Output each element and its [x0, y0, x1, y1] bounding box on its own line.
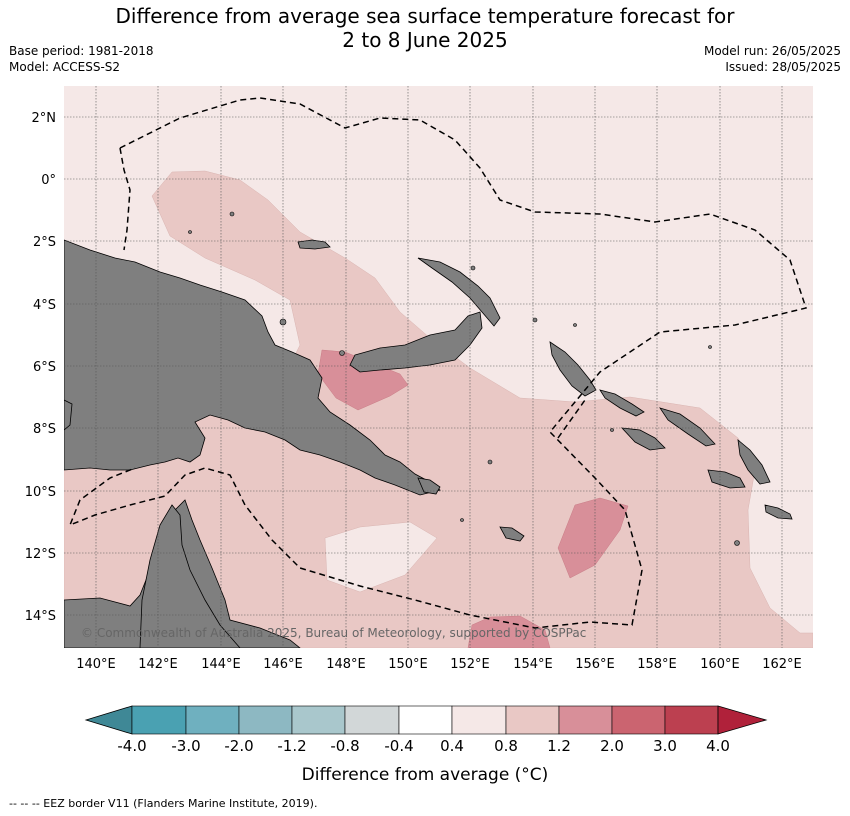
model-run: Model run: 26/05/2025: [703, 44, 841, 58]
title-line-1: Difference from average sea surface temp…: [115, 4, 735, 28]
lat-label: 8°S: [33, 422, 56, 437]
lat-label: 14°S: [25, 609, 56, 624]
colorbar-tick-label: -0.8: [330, 737, 360, 755]
louisiade-land: [499, 526, 525, 542]
meta-left: Base period: 1981-2018 Model: ACCESS-S2: [9, 43, 154, 75]
anomaly-0.4-0.8-patch: [324, 521, 438, 593]
base-period: Base period: 1981-2018: [9, 44, 154, 58]
colorbar-tick-label: 0.8: [494, 737, 518, 755]
colorbar-tick-label: -3.0: [171, 737, 201, 755]
islet: [610, 428, 614, 432]
islet: [487, 459, 493, 465]
manus-island-land: [297, 239, 331, 250]
issued-date: Issued: 28/05/2025: [725, 60, 841, 74]
colorbar-segment: [238, 705, 293, 735]
lon-label: 154°E: [513, 657, 553, 672]
lon-label: 142°E: [138, 657, 178, 672]
cape-york-land: [139, 504, 241, 648]
lat-label: 4°S: [33, 298, 56, 313]
colorbar-tick-label: 0.4: [440, 737, 464, 755]
colorbar-tick-label: 1.2: [547, 737, 571, 755]
colorbar-segment: [505, 705, 560, 735]
islet: [708, 345, 712, 349]
latitude-labels: 2°N 0° 2°S 4°S 6°S 8°S 10°S 12°S 14°S: [25, 111, 56, 624]
lon-label: 148°E: [326, 657, 366, 672]
colorbar-segment: [131, 705, 187, 735]
lon-label: 150°E: [388, 657, 428, 672]
lon-label: 144°E: [201, 657, 241, 672]
colorbar-tick-label: 4.0: [706, 737, 730, 755]
longitude-labels: 140°E 142°E 144°E 146°E 148°E 150°E 152°E 154°E…: [76, 657, 802, 672]
colorbar-segment: [451, 705, 507, 735]
guadalcanal-land: [707, 469, 746, 489]
new-georgia-land: [620, 427, 666, 451]
lon-label: 160°E: [700, 657, 740, 672]
colorbar-segment: [185, 705, 240, 735]
copyright-note: © Commonwealth of Australia 2025, Bureau…: [81, 626, 586, 640]
lat-label: 6°S: [33, 360, 56, 375]
title-line-2: 2 to 8 June 2025: [342, 28, 508, 52]
makira-land: [764, 504, 793, 520]
west-papua-land: [64, 399, 73, 431]
eez-border: [68, 97, 807, 629]
footer-note: -- -- -- EEZ border V11 (Flanders Marine…: [9, 797, 318, 810]
islet: [460, 518, 464, 522]
colorbar-segment: [664, 705, 719, 735]
islet: [470, 265, 476, 271]
lon-label: 146°E: [263, 657, 303, 672]
lat-label: 0°: [41, 173, 56, 188]
choiseul-land: [599, 389, 645, 417]
lat-label: 2°N: [32, 111, 57, 126]
chart-title: Difference from average sea surface temp…: [0, 4, 850, 52]
santa-isabel-land: [659, 407, 716, 447]
new-ireland-land: [417, 257, 501, 327]
graticule: [64, 86, 813, 648]
lat-label: 2°S: [33, 235, 56, 250]
colorbar-tick-label: -1.2: [277, 737, 307, 755]
model-name: Model: ACCESS-S2: [9, 60, 121, 74]
lat-label: 12°S: [25, 547, 56, 562]
colorbar-segment: [398, 705, 453, 735]
colorbar-segment: [344, 705, 400, 735]
islet: [734, 540, 740, 546]
dentrecasteaux-land: [417, 477, 441, 495]
new-britain-land: [349, 311, 483, 373]
islet: [229, 211, 235, 217]
colorbar-extend-high: [717, 705, 768, 735]
malaita-land: [737, 439, 771, 485]
meta-right: Model run: 26/05/2025 Issued: 28/05/2025: [704, 43, 841, 75]
lon-label: 162°E: [762, 657, 802, 672]
colorbar-segment: [611, 705, 666, 735]
colorbar-tick-label: -0.4: [384, 737, 414, 755]
lon-label: 140°E: [76, 657, 116, 672]
islet: [188, 230, 192, 234]
islets: [188, 211, 740, 546]
islet: [532, 317, 538, 323]
islet: [279, 318, 287, 326]
anomaly-1.2-2.0-patch-coral-sea: [467, 615, 551, 648]
colorbar-segment: [558, 705, 613, 735]
colorbar-tick-label: -2.0: [224, 737, 254, 755]
bougainville-land: [549, 341, 597, 397]
colorbar-segment: [291, 705, 346, 735]
islet: [573, 323, 577, 327]
colorbar-tick-label: 3.0: [653, 737, 677, 755]
colorbar: [84, 705, 768, 735]
lat-label: 10°S: [25, 485, 56, 500]
islet: [339, 350, 345, 356]
lon-label: 156°E: [575, 657, 615, 672]
colorbar-tick-label: 2.0: [600, 737, 624, 755]
colorbar-tick-label: -4.0: [117, 737, 147, 755]
colorbar-extend-low: [84, 705, 133, 735]
lon-label: 152°E: [450, 657, 490, 672]
lon-label: 158°E: [637, 657, 677, 672]
colorbar-title: Difference from average (°C): [301, 765, 549, 785]
